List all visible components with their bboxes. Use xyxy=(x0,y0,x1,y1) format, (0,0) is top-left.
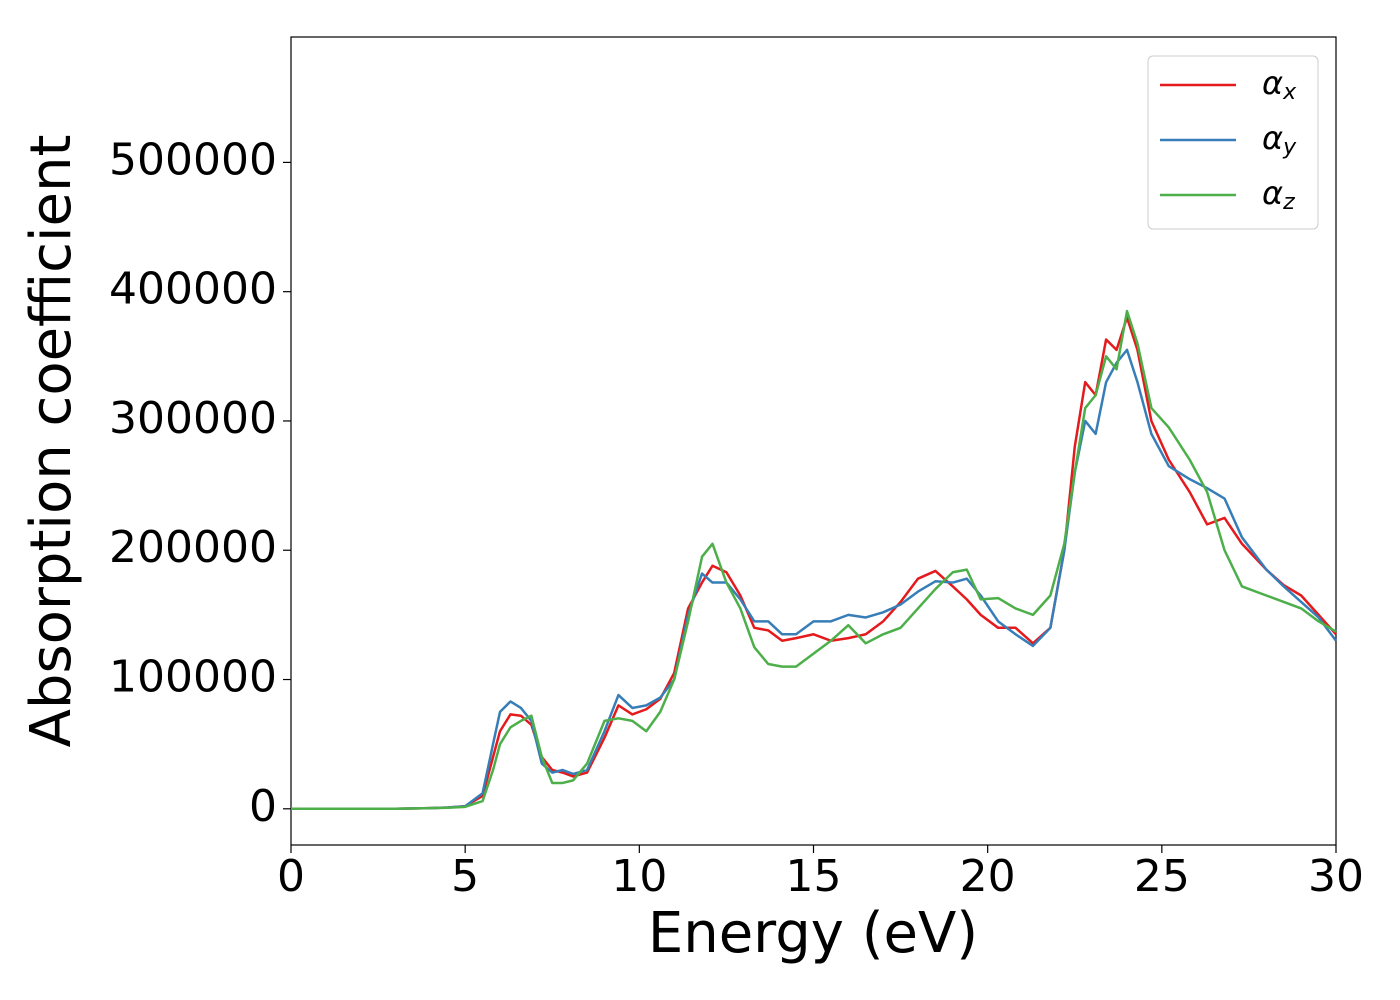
x-tick-label: 15 xyxy=(786,851,842,902)
data-line xyxy=(291,316,1337,811)
x-tick-label: 20 xyxy=(960,851,1016,902)
legend-label: αz xyxy=(1262,174,1295,215)
y-tick-label: 100000 xyxy=(109,652,277,703)
y-tick-label: 200000 xyxy=(109,522,277,573)
data-line xyxy=(291,348,1338,811)
y-tick-label: 300000 xyxy=(109,393,277,444)
x-tick-label: 0 xyxy=(277,851,305,902)
y-axis-label: Absorption coefficient xyxy=(19,135,84,748)
legend-box xyxy=(1147,55,1319,230)
data-line xyxy=(291,309,1337,811)
x-tick-label: 5 xyxy=(451,851,479,902)
legend-label: αx xyxy=(1262,64,1297,105)
x-tick-label: 10 xyxy=(611,851,667,902)
y-tick-label: 400000 xyxy=(109,264,277,315)
x-axis-label: Energy (eV) xyxy=(648,901,978,966)
legend-label: αy xyxy=(1262,119,1297,160)
y-tick-label: 500000 xyxy=(109,134,277,185)
x-tick-label: 25 xyxy=(1134,851,1190,902)
y-tick-label: 0 xyxy=(249,781,277,832)
x-tick-label: 30 xyxy=(1308,851,1364,902)
